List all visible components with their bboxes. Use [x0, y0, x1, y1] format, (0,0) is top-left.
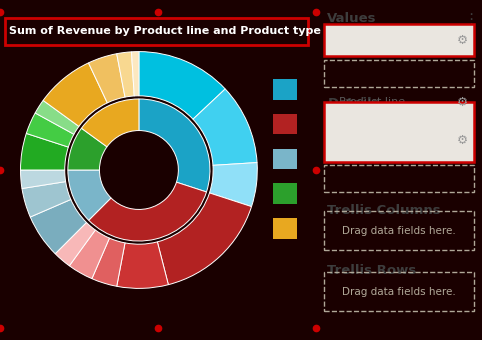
- FancyBboxPatch shape: [273, 183, 297, 204]
- Wedge shape: [69, 230, 109, 279]
- Text: Drag data fields here.: Drag data fields here.: [342, 287, 455, 297]
- Wedge shape: [68, 170, 111, 220]
- Wedge shape: [43, 63, 107, 126]
- Wedge shape: [35, 100, 79, 134]
- FancyBboxPatch shape: [273, 218, 297, 239]
- Wedge shape: [68, 128, 107, 170]
- Text: Trellis Columns: Trellis Columns: [327, 204, 441, 217]
- Wedge shape: [139, 52, 225, 119]
- Wedge shape: [132, 52, 139, 96]
- Text: Product line: Product line: [339, 97, 405, 107]
- Wedge shape: [21, 170, 66, 188]
- Text: Sum of Revenue: Sum of Revenue: [339, 35, 430, 45]
- Text: ⚙: ⚙: [456, 134, 468, 147]
- Wedge shape: [117, 242, 168, 288]
- Wedge shape: [89, 54, 125, 103]
- Wedge shape: [21, 133, 68, 170]
- Wedge shape: [139, 99, 210, 192]
- Text: Details: Details: [327, 97, 380, 110]
- Text: Sum of Revenue by Product line and Product type: Sum of Revenue by Product line and Produ…: [10, 27, 321, 36]
- FancyBboxPatch shape: [324, 24, 474, 56]
- Wedge shape: [55, 222, 95, 266]
- Wedge shape: [210, 163, 257, 207]
- FancyBboxPatch shape: [273, 149, 297, 169]
- Text: Values: Values: [327, 12, 377, 25]
- Wedge shape: [27, 113, 74, 147]
- Text: ⚙: ⚙: [456, 96, 468, 108]
- FancyBboxPatch shape: [324, 102, 474, 162]
- FancyBboxPatch shape: [273, 114, 297, 135]
- Text: Trellis Rows: Trellis Rows: [327, 264, 416, 276]
- Text: Product type: Product type: [339, 135, 410, 145]
- Wedge shape: [30, 200, 86, 254]
- Wedge shape: [117, 52, 134, 97]
- Wedge shape: [22, 182, 71, 217]
- Wedge shape: [89, 182, 206, 241]
- Wedge shape: [193, 89, 257, 165]
- Text: Drag data fields here.: Drag data fields here.: [342, 225, 455, 236]
- FancyBboxPatch shape: [273, 79, 297, 100]
- Wedge shape: [92, 238, 125, 286]
- Text: ⚙: ⚙: [456, 34, 468, 47]
- Wedge shape: [157, 193, 252, 285]
- Text: ⋮: ⋮: [463, 12, 478, 27]
- Wedge shape: [81, 99, 139, 147]
